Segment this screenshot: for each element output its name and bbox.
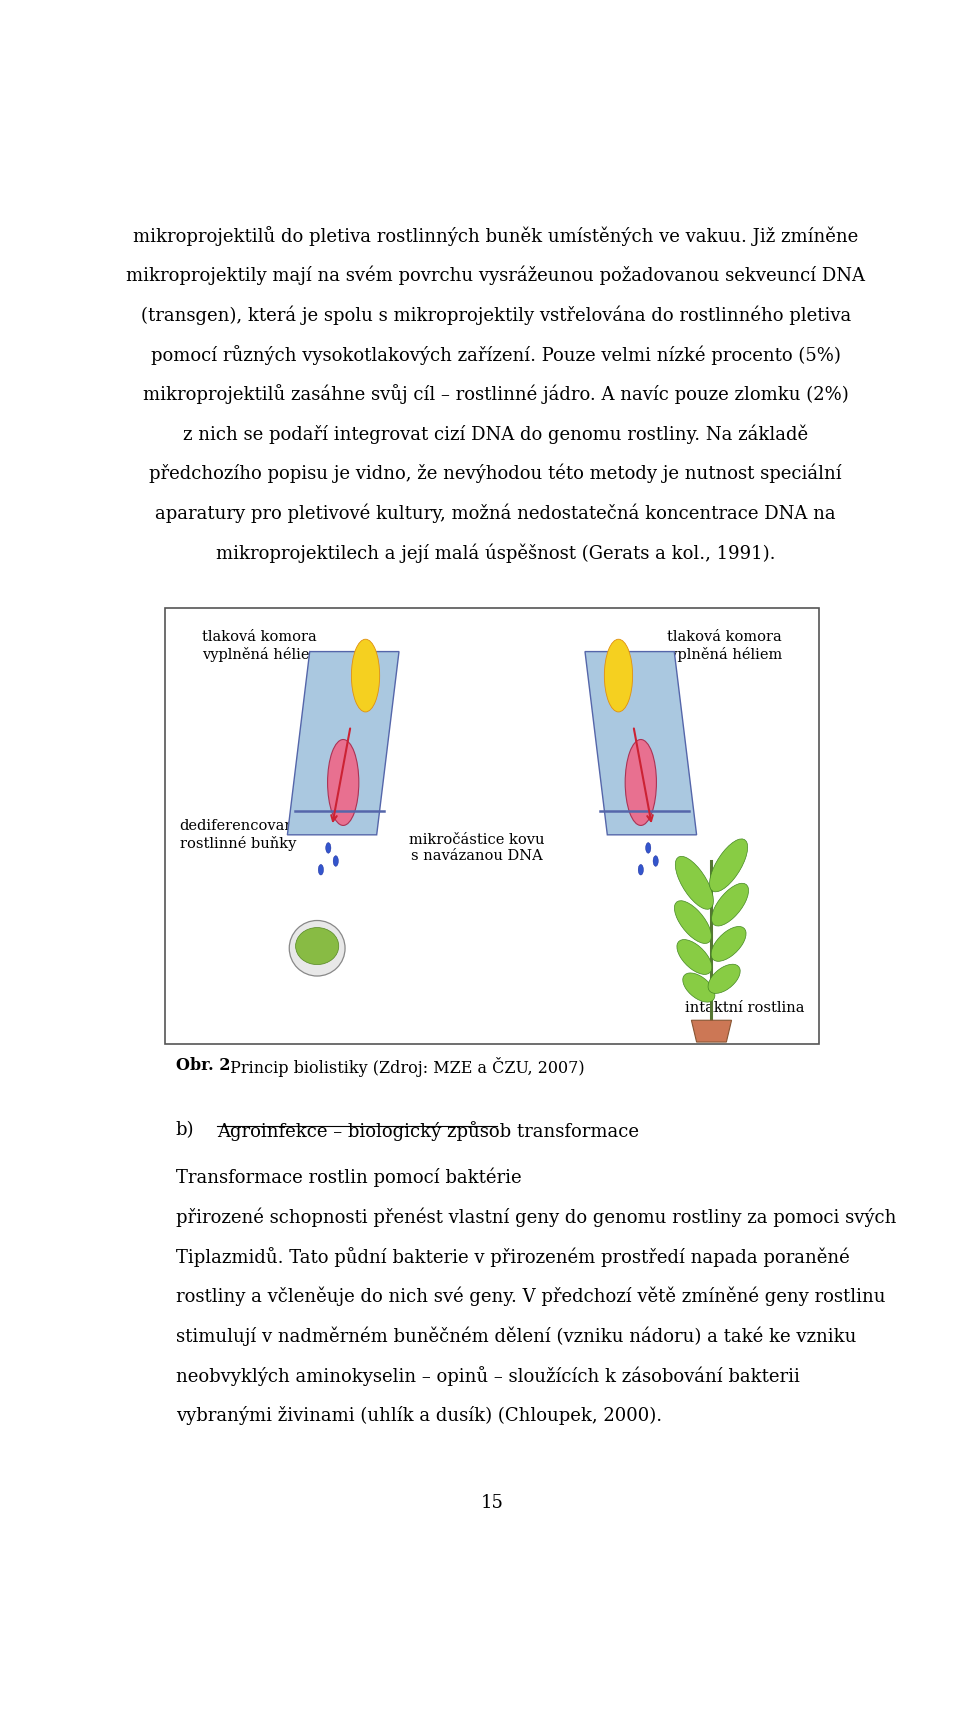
- Text: z nich se podaří integrovat cizí DNA do genomu rostliny. Na základě: z nich se podaří integrovat cizí DNA do …: [183, 424, 808, 443]
- Text: dediferencované
rostlinné buňky: dediferencované rostlinné buňky: [180, 819, 303, 852]
- Ellipse shape: [296, 927, 339, 965]
- Ellipse shape: [325, 843, 331, 853]
- Text: 15: 15: [481, 1494, 503, 1513]
- Ellipse shape: [675, 857, 713, 910]
- Polygon shape: [585, 651, 697, 834]
- Text: neobvyklých aminokyselin – opinů – sloužících k zásobování bakterii: neobvyklých aminokyselin – opinů – slouž…: [176, 1367, 800, 1386]
- Text: tlaková komora
vyplněná héliem: tlaková komora vyplněná héliem: [660, 630, 782, 661]
- Ellipse shape: [711, 927, 746, 962]
- Text: b): b): [176, 1121, 194, 1138]
- Ellipse shape: [638, 864, 643, 876]
- Ellipse shape: [351, 639, 379, 713]
- Ellipse shape: [333, 855, 338, 867]
- Text: mikroprojektilech a její malá úspěšnost (Gerats a kol., 1991).: mikroprojektilech a její malá úspěšnost …: [216, 543, 776, 563]
- Ellipse shape: [646, 843, 651, 853]
- Ellipse shape: [711, 883, 749, 925]
- Text: intaktní rostlina: intaktní rostlina: [685, 1001, 804, 1015]
- Bar: [165, 608, 819, 1044]
- Text: Agroinfekce – biologický způsob transformace: Agroinfekce – biologický způsob transfor…: [217, 1121, 638, 1140]
- Text: vybranými živinami (uhlík a dusík) (Chloupek, 2000).: vybranými živinami (uhlík a dusík) (Chlo…: [176, 1406, 662, 1425]
- Text: Transformace rostlin pomocí baktérie: Transformace rostlin pomocí baktérie: [176, 1168, 527, 1186]
- Text: mikroprojektily mají na svém povrchu vysrážeunou požadovanou sekveuncí DNA: mikroprojektily mají na svém povrchu vys…: [126, 266, 865, 285]
- Ellipse shape: [327, 740, 359, 826]
- Polygon shape: [691, 1020, 732, 1042]
- Ellipse shape: [653, 855, 659, 867]
- Ellipse shape: [605, 639, 633, 713]
- Text: stimulují v nadměrném buněčném dělení (vzniku nádoru) a také ke vzniku: stimulují v nadměrném buněčném dělení (v…: [176, 1326, 856, 1346]
- Ellipse shape: [708, 965, 740, 994]
- Ellipse shape: [675, 901, 711, 943]
- Ellipse shape: [319, 864, 324, 876]
- Text: mikroprojektilů zasáhne svůj cíl – rostlinné jádro. A navíc pouze zlomku (2%): mikroprojektilů zasáhne svůj cíl – rostl…: [143, 385, 849, 405]
- Text: Tiplazmidů. Tato půdní bakterie v přirozeném prostředí napada poraněné: Tiplazmidů. Tato půdní bakterie v přiroz…: [176, 1247, 850, 1267]
- Text: mikroprojektilů do pletiva rostlinných buněk umístěných ve vakuu. Již zmíněne: mikroprojektilů do pletiva rostlinných b…: [133, 227, 858, 246]
- Ellipse shape: [289, 920, 345, 975]
- Text: (transgen), která je spolu s mikroprojektily vstřelována do rostlinného pletiva: (transgen), která je spolu s mikroprojek…: [140, 306, 851, 325]
- Text: pomocí různých vysokotlakových zařízení. Pouze velmi nízké procento (5%): pomocí různých vysokotlakových zařízení.…: [151, 345, 841, 364]
- Text: aparatury pro pletivové kultury, možná nedostatečná koncentrace DNA na: aparatury pro pletivové kultury, možná n…: [156, 503, 836, 524]
- Text: přirozené schopnosti přenést vlastní geny do genomu rostliny za pomoci svých: přirozené schopnosti přenést vlastní gen…: [176, 1207, 897, 1228]
- Ellipse shape: [625, 740, 657, 826]
- Text: tlaková komora
vyplněná héliem: tlaková komora vyplněná héliem: [202, 630, 324, 661]
- Text: Obr. 2: Obr. 2: [176, 1058, 230, 1075]
- Ellipse shape: [677, 939, 711, 975]
- Text: předchozího popisu je vidno, že nevýhodou této metody je nutnost speciální: předchozího popisu je vidno, že nevýhodo…: [150, 464, 842, 484]
- Ellipse shape: [683, 974, 715, 1003]
- Polygon shape: [287, 651, 399, 834]
- Text: Princip biolistiky (Zdroj: MZE a ČZU, 2007): Princip biolistiky (Zdroj: MZE a ČZU, 20…: [225, 1058, 585, 1078]
- Text: mikročástice kovu
s navázanou DNA: mikročástice kovu s navázanou DNA: [409, 833, 545, 864]
- Text: rostliny a včleněuje do nich své geny. V předchozí větě zmíněné geny rostlinu: rostliny a včleněuje do nich své geny. V…: [176, 1286, 885, 1307]
- Ellipse shape: [709, 840, 748, 891]
